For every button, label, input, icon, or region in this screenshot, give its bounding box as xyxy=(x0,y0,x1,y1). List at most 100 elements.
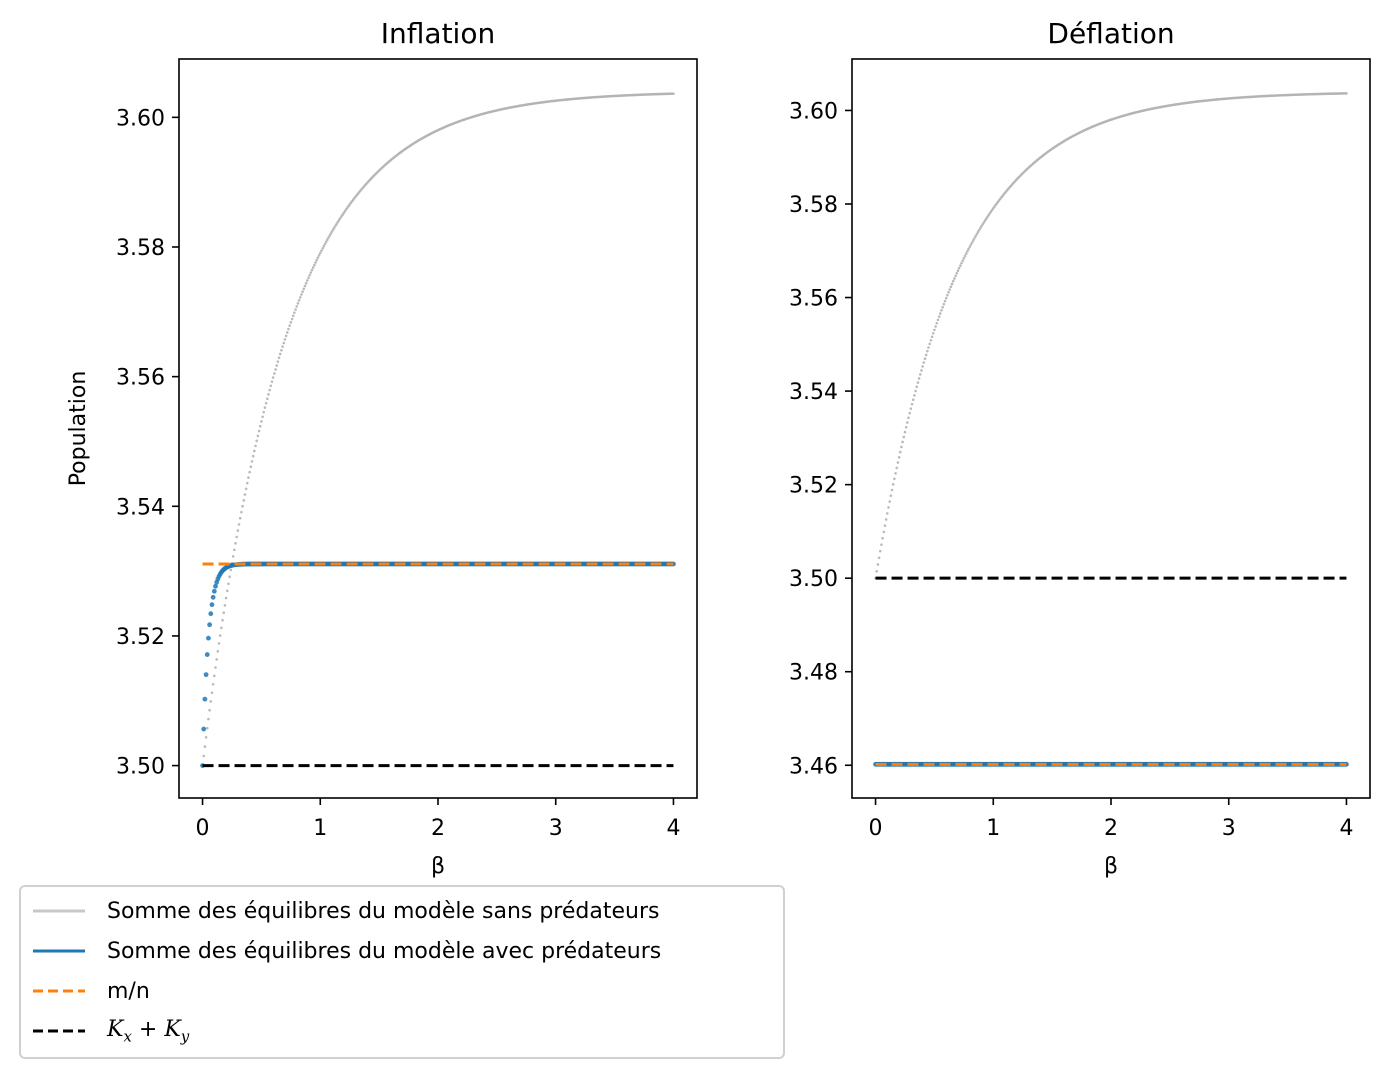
point-no-predators xyxy=(314,261,317,264)
point-no-predators xyxy=(334,224,337,227)
point-no-predators xyxy=(898,450,902,454)
point-no-predators xyxy=(217,642,221,645)
point-no-predators xyxy=(208,708,211,712)
point-no-predators xyxy=(929,338,933,342)
point-no-predators xyxy=(962,257,966,260)
legend-swatch-no-predators xyxy=(33,909,85,913)
point-no-predators xyxy=(982,221,986,224)
point-no-predators xyxy=(265,397,269,400)
point-no-predators xyxy=(262,410,266,414)
point-no-predators xyxy=(951,279,955,283)
point-no-predators xyxy=(902,435,906,439)
point-no-predators xyxy=(256,434,260,438)
point-no-predators xyxy=(307,276,310,280)
x-tick-label: 2 xyxy=(1104,816,1118,841)
point-no-predators xyxy=(941,305,944,309)
point-no-predators xyxy=(884,518,888,521)
point-no-predators xyxy=(975,232,979,236)
chart-title: Inflation xyxy=(381,17,495,50)
point-no-predators xyxy=(202,754,206,758)
y-tick-label: 3.52 xyxy=(789,474,838,499)
point-no-predators xyxy=(260,420,263,423)
point-no-predators xyxy=(234,542,237,545)
point-no-predators xyxy=(955,271,959,275)
point-no-predators xyxy=(887,506,890,509)
point-no-predators xyxy=(296,302,300,305)
point-no-predators xyxy=(290,317,294,321)
x-axis-label: β xyxy=(431,854,445,879)
point-no-predators xyxy=(238,516,242,520)
point-no-predators xyxy=(976,230,980,234)
point-no-predators xyxy=(227,582,230,586)
point-no-predators xyxy=(301,290,304,293)
point-no-predators xyxy=(904,425,908,429)
point-no-predators xyxy=(250,460,254,463)
point-no-predators xyxy=(237,523,241,526)
point-no-predators xyxy=(294,308,297,311)
x-tick-label: 3 xyxy=(549,816,563,841)
point-no-predators xyxy=(336,220,340,224)
ky-sub: y xyxy=(180,1027,190,1046)
point-no-predators xyxy=(270,380,274,383)
point-no-predators xyxy=(264,401,268,405)
point-no-predators xyxy=(956,269,960,272)
point-no-predators xyxy=(942,302,946,306)
point-no-predators xyxy=(215,658,218,661)
point-no-predators xyxy=(235,535,238,539)
point-no-predators xyxy=(878,549,882,553)
point-no-predators xyxy=(315,258,319,262)
point-no-predators xyxy=(255,439,258,443)
kx-ky-plus: + xyxy=(131,1016,165,1042)
point-no-predators xyxy=(908,411,911,415)
point-no-predators xyxy=(324,240,328,244)
point-no-predators xyxy=(894,471,897,475)
point-no-predators xyxy=(973,236,976,240)
axes-frame xyxy=(851,58,1371,799)
point-no-predators xyxy=(231,555,235,558)
point-no-predators xyxy=(213,674,216,678)
point-no-predators xyxy=(922,361,926,364)
point-no-predators xyxy=(913,394,916,397)
point-no-predators xyxy=(969,243,973,246)
point-no-predators xyxy=(271,376,275,379)
point-no-predators xyxy=(966,250,969,253)
point-no-predators xyxy=(896,461,900,464)
point-no-predators xyxy=(236,529,240,532)
point-no-predators xyxy=(672,92,675,95)
point-no-predators xyxy=(916,381,920,384)
point-no-predators xyxy=(936,318,940,322)
point-no-predators xyxy=(914,389,917,393)
point-no-predators xyxy=(297,299,301,302)
point-no-predators xyxy=(274,368,277,371)
point-with-predators xyxy=(209,602,215,608)
point-no-predators xyxy=(897,455,901,459)
point-no-predators xyxy=(934,325,937,328)
y-tick-label: 3.60 xyxy=(116,106,165,131)
point-no-predators xyxy=(1345,92,1348,95)
point-with-predators xyxy=(213,583,218,589)
point-no-predators xyxy=(323,242,327,246)
point-no-predators xyxy=(326,238,329,242)
point-with-predators xyxy=(204,652,210,657)
point-no-predators xyxy=(248,470,251,474)
point-no-predators xyxy=(959,264,962,267)
point-no-predators xyxy=(276,360,280,363)
point-no-predators xyxy=(931,331,935,335)
point-no-predators xyxy=(224,596,228,600)
point-no-predators xyxy=(943,299,947,303)
point-no-predators xyxy=(251,454,255,458)
point-no-predators xyxy=(218,634,222,637)
point-no-predators xyxy=(211,682,215,686)
point-with-predators xyxy=(208,611,214,617)
point-no-predators xyxy=(302,287,306,291)
y-axis-label: Population xyxy=(66,371,91,487)
point-no-predators xyxy=(257,429,261,433)
legend-item-m-over-n: m/n xyxy=(29,971,150,1011)
point-no-predators xyxy=(244,487,248,491)
point-no-predators xyxy=(283,338,287,341)
x-tick-label: 2 xyxy=(431,816,445,841)
chart-title: Déflation xyxy=(1047,17,1174,50)
x-axis-label: β xyxy=(1104,854,1118,879)
point-no-predators xyxy=(298,296,302,299)
